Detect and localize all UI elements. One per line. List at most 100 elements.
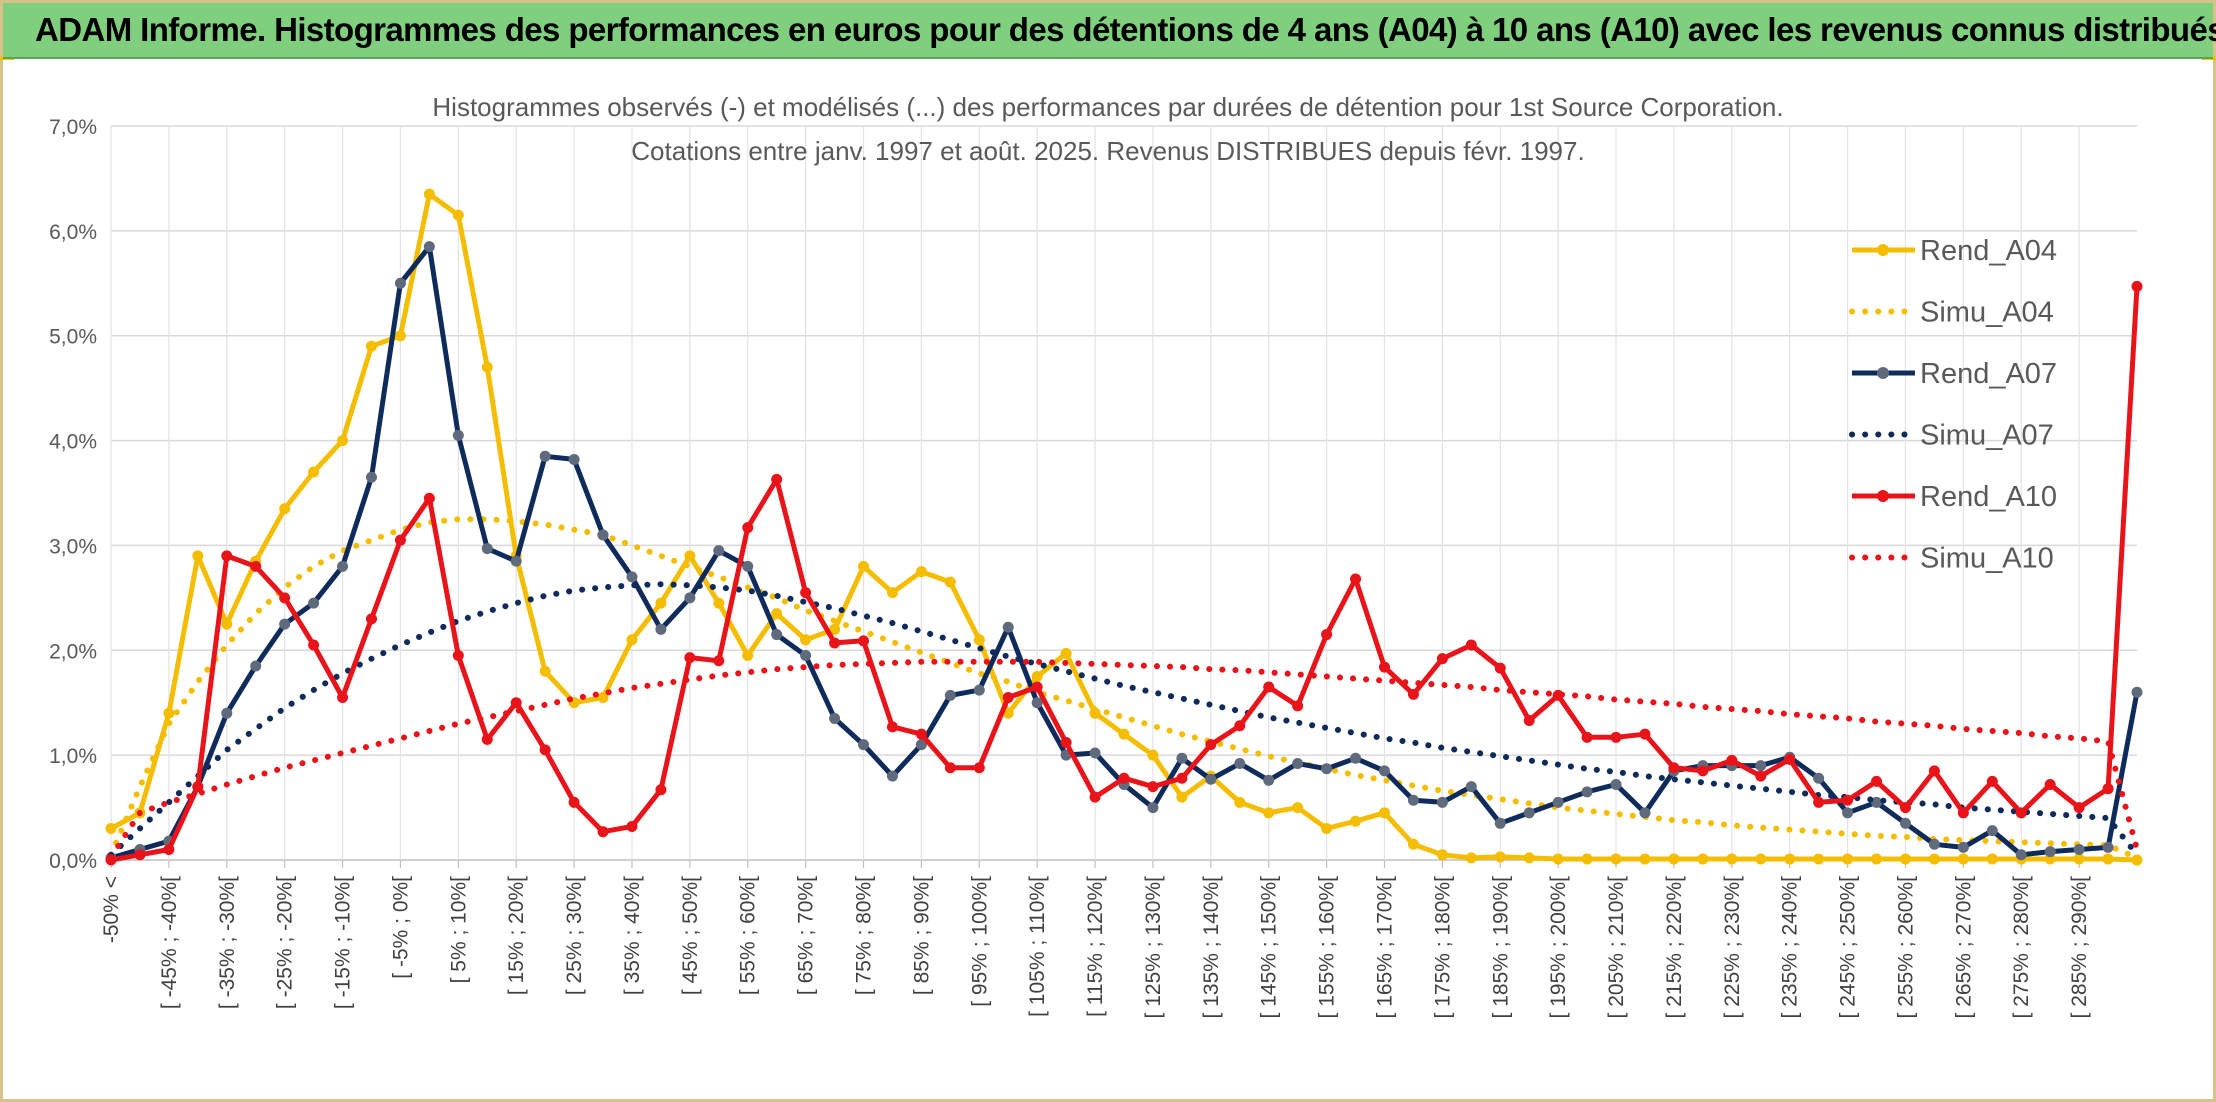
x-tick-label: [ 285% ; 290%[ — [2068, 876, 2091, 1019]
x-tick-label: [ 225% ; 230%[ — [1721, 876, 1744, 1019]
x-tick-label: [ 15% ; 20%[ — [505, 876, 528, 995]
data-point-Rend_A10 — [1494, 662, 1506, 674]
data-point-Rend_A04 — [1726, 853, 1738, 865]
data-point-Rend_A07 — [510, 555, 522, 567]
x-tick-label: [ 95% ; 100%[ — [968, 876, 991, 1007]
legend-label-Rend_A04: Rend_A04 — [1920, 235, 2057, 267]
data-point-Rend_A10 — [2015, 807, 2027, 819]
x-tick-label: [ -15% ; -10%[ — [332, 876, 355, 1009]
data-point-Rend_A04 — [886, 587, 898, 599]
x-tick-label: [ 275% ; 280%[ — [2010, 876, 2033, 1019]
data-point-Rend_A07 — [452, 429, 464, 441]
series-line-Simu_A04 — [108, 516, 2140, 861]
data-point-Rend_A07 — [1350, 752, 1362, 764]
data-point-Rend_A04 — [1494, 851, 1506, 863]
x-tick-label: [ 35% ; 40%[ — [621, 876, 644, 995]
x-tick-label: [ 235% ; 240%[ — [1779, 876, 1802, 1019]
data-point-Rend_A07 — [1928, 838, 1940, 850]
x-tick-label: -50% < — [100, 876, 123, 943]
data-point-Rend_A07 — [568, 453, 580, 465]
data-point-Rend_A04 — [1928, 853, 1940, 865]
data-point-Rend_A04 — [1118, 728, 1130, 740]
data-point-Rend_A10 — [713, 655, 725, 667]
data-point-Rend_A04 — [1350, 815, 1362, 827]
y-tick-label: 0,0% — [49, 850, 97, 873]
data-point-Rend_A04 — [1668, 853, 1680, 865]
data-point-Rend_A07 — [2044, 846, 2056, 858]
data-point-Rend_A10 — [1668, 762, 1680, 774]
data-point-Rend_A10 — [337, 691, 349, 703]
data-point-Rend_A04 — [742, 650, 754, 662]
data-point-Rend_A07 — [2073, 844, 2085, 856]
data-point-Rend_A07 — [800, 650, 812, 662]
data-point-Rend_A10 — [568, 796, 580, 808]
data-point-Rend_A04 — [539, 665, 551, 677]
data-point-Rend_A04 — [1639, 853, 1651, 865]
x-tick-label: [ 165% ; 170%[ — [1373, 876, 1396, 1019]
data-point-Rend_A07 — [626, 571, 638, 583]
data-point-Rend_A07 — [1205, 773, 1217, 785]
data-point-Rend_A10 — [2131, 280, 2143, 292]
data-point-Rend_A07 — [597, 529, 609, 541]
data-point-Rend_A04 — [163, 707, 175, 719]
data-point-Rend_A04 — [1465, 852, 1477, 864]
data-point-Rend_A10 — [1842, 794, 1854, 806]
data-point-Rend_A07 — [858, 739, 870, 751]
data-point-Rend_A04 — [1263, 807, 1275, 819]
data-point-Rend_A10 — [1205, 739, 1217, 751]
data-point-Rend_A04 — [1031, 671, 1043, 682]
data-point-Rend_A04 — [1899, 853, 1911, 865]
data-point-Rend_A10 — [1321, 629, 1333, 641]
x-tick-label: [ 125% ; 130%[ — [1142, 876, 1165, 1019]
data-point-Rend_A07 — [539, 450, 551, 462]
y-tick-label: 7,0% — [49, 116, 97, 139]
series-line-Simu_A10 — [108, 658, 2140, 860]
data-point-Rend_A07 — [1378, 765, 1390, 777]
data-point-Rend_A10 — [452, 650, 464, 662]
series-layer — [105, 188, 2143, 866]
data-point-Rend_A10 — [1581, 731, 1593, 743]
data-point-Rend_A07 — [829, 712, 841, 724]
data-point-Rend_A04 — [655, 597, 667, 609]
data-point-Rend_A10 — [221, 550, 233, 562]
x-tick-label: [ 5% ; 10%[ — [447, 876, 470, 984]
x-tick-label: [ 105% ; 110%[ — [1026, 876, 1049, 1017]
data-point-Rend_A10 — [597, 826, 609, 838]
data-point-Rend_A07 — [713, 545, 725, 557]
y-tick-label: 6,0% — [49, 221, 97, 244]
data-point-Rend_A10 — [1784, 753, 1796, 765]
chart-legend: Rend_A04 Simu_A04 Rend_A07 Simu_A07 Rend_A10… — [1849, 235, 2057, 575]
data-point-Rend_A04 — [1523, 852, 1535, 864]
x-tick-label: [ 255% ; 260%[ — [1894, 876, 1917, 1019]
y-axis: 0,0% 1,0% 2,0% 3,0% 4,0% 5,0% 6,0% 7,0% — [49, 116, 97, 873]
data-point-Rend_A07 — [1871, 796, 1883, 808]
x-tick-label: [ 265% ; 270%[ — [1952, 876, 1975, 1019]
data-point-Rend_A04 — [915, 566, 927, 578]
data-point-Rend_A04 — [684, 550, 696, 562]
data-point-Rend_A10 — [539, 744, 551, 756]
series-line-Rend_A04 — [109, 191, 2138, 863]
data-point-Rend_A04 — [2131, 854, 2143, 866]
data-point-Rend_A04 — [1755, 853, 1767, 865]
data-point-Rend_A07 — [1031, 697, 1043, 709]
y-tick-label: 2,0% — [49, 640, 97, 663]
data-point-Rend_A07 — [250, 660, 262, 672]
data-point-Rend_A07 — [1986, 825, 1998, 837]
data-point-Rend_A07 — [944, 689, 956, 701]
data-point-Rend_A07 — [337, 560, 349, 572]
data-point-Rend_A10 — [1378, 661, 1390, 673]
data-point-Rend_A10 — [1176, 772, 1188, 784]
x-tick-label: [ 195% ; 200%[ — [1547, 876, 1570, 1019]
data-point-Rend_A10 — [1465, 639, 1477, 651]
data-point-Rend_A07 — [1465, 781, 1477, 793]
data-point-Rend_A04 — [365, 340, 377, 352]
data-point-Rend_A10 — [1928, 765, 1940, 777]
data-point-Rend_A04 — [1842, 853, 1854, 865]
data-point-Rend_A07 — [1813, 772, 1825, 784]
x-tick-label: [ 65% ; 70%[ — [795, 876, 818, 995]
y-tick-label: 5,0% — [49, 326, 97, 349]
data-point-Rend_A04 — [2102, 853, 2114, 865]
x-tick-label: [ 25% ; 30%[ — [563, 876, 586, 995]
data-point-Rend_A04 — [829, 623, 841, 635]
